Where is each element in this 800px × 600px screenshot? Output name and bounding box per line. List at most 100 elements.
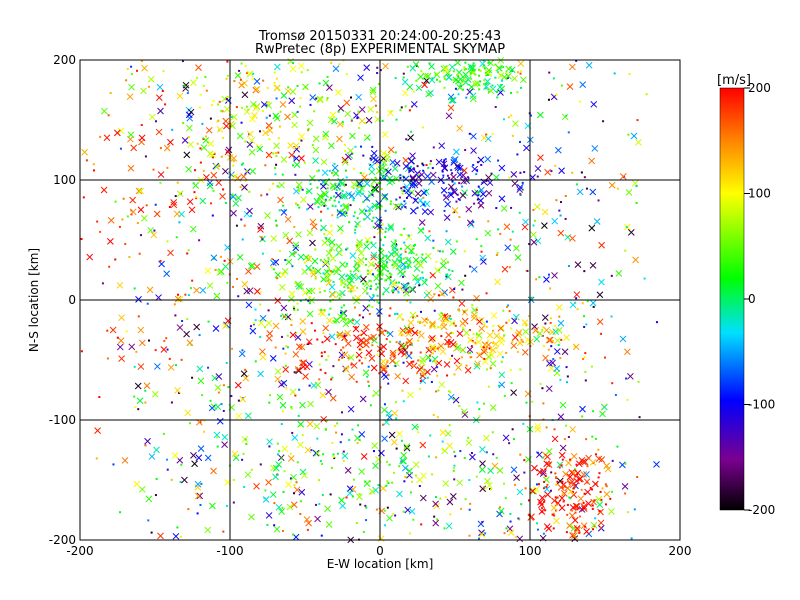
data-point-dot xyxy=(326,97,329,100)
data-point-cross xyxy=(253,103,261,110)
data-point-dot xyxy=(329,300,332,303)
data-point-dot xyxy=(337,110,340,113)
data-point-cross xyxy=(273,142,280,150)
data-point-cross xyxy=(153,210,161,218)
data-point-dot xyxy=(275,163,278,166)
data-point-cross xyxy=(363,243,370,250)
data-point-cross xyxy=(511,334,519,341)
data-point-cross xyxy=(355,258,363,266)
data-point-cross xyxy=(137,326,145,334)
data-point-dot xyxy=(232,501,235,504)
data-point-dot xyxy=(323,204,326,207)
data-point-cross xyxy=(422,72,429,80)
data-point-dot xyxy=(488,347,491,350)
data-point-dot xyxy=(187,249,190,252)
data-point-dot xyxy=(340,232,343,235)
data-point-cross xyxy=(154,363,161,370)
data-point-dot xyxy=(122,197,125,200)
data-point-dot xyxy=(318,363,321,366)
data-point-dot xyxy=(575,183,578,186)
data-point-dot xyxy=(230,196,233,199)
data-point-cross xyxy=(303,363,311,371)
data-point-cross xyxy=(266,438,273,446)
data-point-cross xyxy=(574,526,581,534)
data-point-dot xyxy=(380,277,383,280)
data-point-dot xyxy=(443,77,446,80)
data-point-cross xyxy=(336,249,344,257)
data-point-dot xyxy=(338,188,341,191)
data-point-dot xyxy=(389,281,392,284)
data-point-cross xyxy=(522,218,529,226)
data-point-cross xyxy=(545,336,553,344)
data-point-dot xyxy=(296,302,299,305)
data-point-cross xyxy=(184,409,192,417)
data-point-dot xyxy=(481,521,484,524)
data-point-dot xyxy=(448,317,451,320)
data-point-cross xyxy=(501,73,508,81)
data-point-dot xyxy=(410,480,413,483)
data-point-dot xyxy=(262,79,265,82)
data-point-cross xyxy=(216,417,224,425)
data-point-dot xyxy=(485,74,488,77)
data-point-dot xyxy=(560,84,563,87)
data-point-cross xyxy=(364,236,372,244)
data-point-cross xyxy=(590,100,598,108)
data-point-dot xyxy=(107,114,110,117)
data-point-cross xyxy=(305,264,313,272)
data-point-cross xyxy=(173,210,181,218)
data-point-dot xyxy=(366,240,369,243)
data-point-dot xyxy=(408,169,411,172)
data-point-cross xyxy=(299,401,306,409)
data-point-dot xyxy=(175,364,178,367)
data-point-cross xyxy=(356,341,364,349)
data-point-dot xyxy=(477,352,480,355)
data-point-dot xyxy=(164,103,167,106)
data-point-dot xyxy=(202,169,205,172)
data-point-dot xyxy=(610,274,613,277)
data-point-dot xyxy=(432,247,435,250)
data-point-cross xyxy=(369,86,377,94)
data-point-cross xyxy=(495,64,503,72)
data-point-dot xyxy=(362,316,365,319)
data-point-cross xyxy=(244,471,252,479)
data-point-cross xyxy=(194,480,202,488)
data-point-dot xyxy=(259,290,262,293)
data-point-dot xyxy=(232,478,235,481)
data-point-cross xyxy=(280,304,288,312)
data-point-dot xyxy=(381,332,384,335)
data-point-dot xyxy=(388,314,391,317)
data-point-dot xyxy=(384,236,387,239)
data-point-dot xyxy=(235,224,238,227)
data-point-cross xyxy=(579,81,587,88)
data-point-cross xyxy=(534,165,542,172)
data-point-dot xyxy=(471,69,474,72)
data-point-dot xyxy=(331,441,334,444)
data-point-dot xyxy=(333,162,336,165)
data-point-dot xyxy=(251,78,254,81)
data-point-dot xyxy=(360,348,363,351)
data-point-dot xyxy=(342,450,345,453)
data-point-dot xyxy=(327,279,330,282)
data-point-cross xyxy=(530,231,537,239)
data-point-cross xyxy=(458,300,466,307)
data-point-cross xyxy=(293,142,300,150)
data-point-dot xyxy=(508,176,511,179)
data-point-cross xyxy=(337,177,345,185)
data-point-cross xyxy=(305,519,312,527)
data-point-cross xyxy=(445,522,453,530)
data-point-dot xyxy=(298,190,301,193)
data-point-dot xyxy=(268,155,271,158)
data-point-dot xyxy=(530,114,533,117)
data-point-cross xyxy=(377,249,385,257)
data-point-dot xyxy=(439,497,442,500)
data-point-cross xyxy=(378,262,385,270)
data-point-dot xyxy=(510,382,513,385)
colorbar-tick-label: -200 xyxy=(748,503,775,517)
data-point-dot xyxy=(170,401,173,404)
data-point-cross xyxy=(489,346,497,354)
data-point-dot xyxy=(470,452,473,455)
data-point-dot xyxy=(591,507,594,510)
data-point-cross xyxy=(387,146,395,154)
data-point-cross xyxy=(389,349,397,357)
data-point-dot xyxy=(470,356,473,359)
